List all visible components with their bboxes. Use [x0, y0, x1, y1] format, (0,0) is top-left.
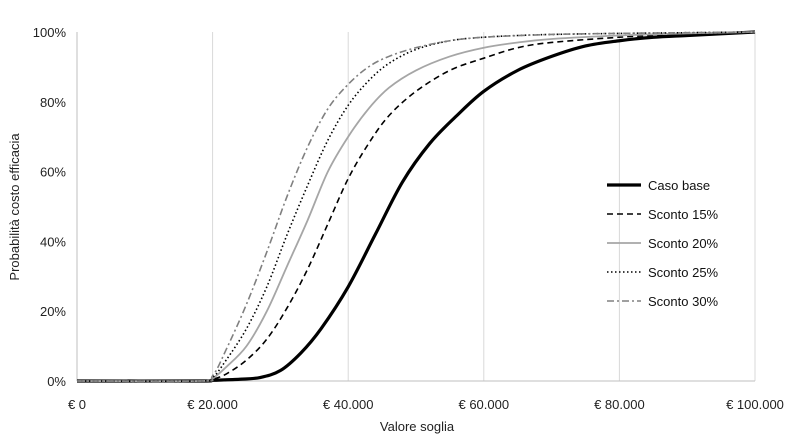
- y-tick-label: 60%: [40, 165, 66, 180]
- series-line-2: [76, 31, 756, 382]
- series-layer: [76, 30, 756, 383]
- x-tick-label: € 60.000: [458, 397, 509, 412]
- legend: Caso base Sconto 15% Sconto 20% Sconto 25% S…: [607, 178, 719, 309]
- y-tick-label: 40%: [40, 234, 66, 249]
- y-tick-label: 100%: [33, 25, 67, 40]
- series-line-3: [76, 31, 756, 383]
- series-line-1: [76, 30, 756, 383]
- x-tick-label: € 20.000: [187, 397, 238, 412]
- legend-label-1: Caso base: [648, 178, 710, 193]
- y-tick-label: 20%: [40, 304, 66, 319]
- y-axis-title: Probabilità costo efficacia: [7, 133, 22, 281]
- legend-label-4: Sconto 25%: [648, 265, 719, 280]
- x-tick-label: € 100.000: [726, 397, 784, 412]
- y-tick-label: 80%: [40, 95, 66, 110]
- legend-label-2: Sconto 15%: [648, 207, 719, 222]
- legend-label-3: Sconto 20%: [648, 236, 719, 251]
- x-tick-label: € 40.000: [323, 397, 374, 412]
- series-line-4: [76, 31, 756, 383]
- x-tick-label: € 0: [68, 397, 86, 412]
- x-tick-label: € 80.000: [594, 397, 645, 412]
- legend-label-5: Sconto 30%: [648, 294, 719, 309]
- x-axis-title: Valore soglia: [380, 419, 455, 434]
- tick-labels: € 0 € 20.000 € 40.000 € 60.000 € 80.000 € 100…: [33, 25, 784, 412]
- y-tick-label: 0%: [47, 374, 66, 389]
